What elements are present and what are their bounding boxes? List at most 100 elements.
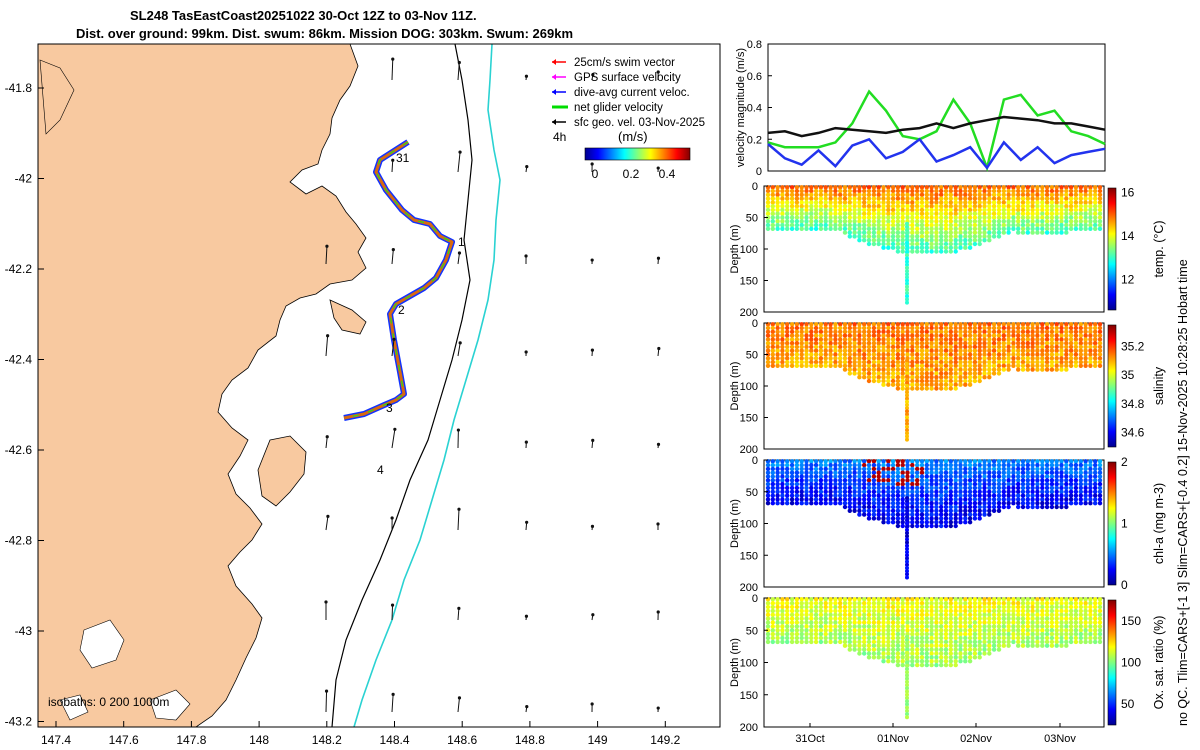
- geo-velocity-arrowhead: [656, 442, 661, 446]
- legend-entry: dive-avg current veloc.: [574, 87, 690, 99]
- geo-velocity-arrowhead: [591, 613, 595, 617]
- geo-velocity-arrowhead: [457, 251, 462, 255]
- day-label: 3: [386, 401, 393, 415]
- map-y-tick-label: -41.8: [5, 81, 33, 95]
- geo-velocity-arrow: [391, 160, 394, 173]
- geo-velocity-arrowhead: [458, 341, 462, 345]
- speed-colorbar-gradient: [584, 147, 691, 161]
- legend-entry: 25cm/s swim vector: [574, 57, 675, 69]
- geo-velocity-arrow: [391, 429, 396, 449]
- geostrophic-vectors: [324, 57, 661, 713]
- legend-arrowhead: [552, 89, 556, 95]
- day-label: 31: [396, 151, 410, 165]
- legend-entry: GPS surface velocity: [574, 72, 681, 84]
- geo-velocity-arrow: [457, 252, 460, 265]
- geo-velocity-arrow: [391, 249, 394, 265]
- map-ticks: 147.4 147.6 147.8 148 148.2 148.4 148.6 148.8 14…: [5, 81, 681, 747]
- map-axes: [37, 43, 721, 728]
- map-y-tick-label: -42: [15, 172, 33, 186]
- map-x-tick-label: 147.8: [176, 733, 206, 747]
- speed-colorbar-tick: 0.2: [623, 167, 640, 181]
- isobath-label: isobaths: 0 200 1000m: [48, 695, 169, 709]
- map-y-tick-label: -42.8: [5, 534, 33, 548]
- interval-label: 4h: [553, 130, 566, 144]
- geo-velocity-arrowhead: [457, 60, 461, 65]
- geo-velocity-arrowhead: [391, 692, 395, 696]
- geo-velocity-arrow: [457, 152, 461, 173]
- map-y-tick-label: -42.2: [5, 262, 33, 276]
- geo-velocity-arrowhead: [326, 514, 330, 519]
- map-legend: 25cm/s swim vector GPS surface velocity di…: [552, 57, 705, 129]
- map-x-tick-label: 148.4: [379, 733, 409, 747]
- colorbar-unit: (m/s): [618, 129, 648, 144]
- geo-velocity-arrowhead: [656, 522, 660, 526]
- geo-velocity-arrowhead: [391, 248, 395, 252]
- geo-velocity-arrowhead: [324, 689, 329, 693]
- geo-velocity-arrow: [325, 436, 328, 449]
- geo-velocity-arrow: [457, 342, 461, 357]
- figure-title-line2: Dist. over ground: 99km. Dist. swum: 86k…: [76, 26, 574, 41]
- legend-arrowhead: [552, 119, 556, 125]
- geo-velocity-arrowhead: [656, 256, 661, 260]
- map-y-tick-label: -43: [15, 624, 33, 638]
- map-x-tick-label: 149.2: [650, 733, 680, 747]
- isobath-200: [331, 43, 473, 728]
- day-label: 4: [377, 463, 384, 477]
- speed-colorbar: 0 0.2 0.4: [584, 147, 691, 181]
- geo-velocity-arrowhead: [391, 57, 395, 61]
- geo-velocity-arrow: [391, 605, 394, 621]
- geo-velocity-arrowhead: [590, 162, 594, 166]
- geo-velocity-arrow: [325, 516, 329, 531]
- geo-velocity-arrow: [457, 697, 460, 713]
- geo-velocity-arrowhead: [325, 435, 329, 439]
- legend-entry: net glider velocity: [574, 102, 663, 114]
- geo-velocity-arrowhead: [591, 438, 595, 442]
- glider-track: [343, 139, 455, 421]
- geo-velocity-arrowhead: [324, 600, 328, 604]
- geo-velocity-arrowhead: [590, 348, 595, 352]
- geo-velocity-arrow: [391, 59, 394, 81]
- legend-entry: sfc geo. vel. 03-Nov-2025: [574, 117, 705, 129]
- land-mass: [37, 43, 720, 728]
- geo-velocity-arrowhead: [524, 614, 529, 618]
- geo-velocity-arrowhead: [325, 244, 329, 248]
- map-x-tick-label: 148.2: [312, 733, 342, 747]
- map-y-tick-label: -43.2: [5, 715, 33, 729]
- legend-arrowhead: [552, 59, 556, 65]
- geo-velocity-arrowhead: [525, 520, 529, 524]
- geo-velocity-arrow: [457, 608, 460, 621]
- map-x-tick-label: 147.4: [41, 733, 71, 747]
- geo-velocity-arrowhead: [391, 158, 395, 162]
- geo-velocity-arrowhead: [392, 337, 396, 341]
- map-x-tick-label: 148.8: [515, 733, 545, 747]
- geo-velocity-arrow: [457, 509, 460, 531]
- geo-velocity-arrowhead: [656, 610, 660, 614]
- geo-velocity-arrowhead: [591, 73, 595, 77]
- geo-velocity-arrowhead: [657, 346, 661, 351]
- figure-title-line1: SL248 TasEastCoast20251022 30-Oct 12Z to…: [130, 8, 477, 23]
- speed-colorbar-tick: 0: [592, 167, 599, 181]
- geo-velocity-arrowhead: [524, 254, 528, 258]
- geo-velocity-arrowhead: [457, 507, 461, 511]
- day-labels: 31 1 2 3 4: [377, 151, 465, 477]
- geo-velocity-arrowhead: [590, 702, 594, 706]
- geo-velocity-arrowhead: [456, 428, 460, 432]
- geo-velocity-arrowhead: [326, 334, 330, 338]
- geo-velocity-arrowhead: [458, 150, 462, 154]
- geo-velocity-arrow: [457, 62, 460, 81]
- day-label: 1: [458, 235, 465, 249]
- map-x-tick-label: 147.6: [109, 733, 139, 747]
- geo-velocity-arrowhead: [590, 258, 594, 262]
- geo-velocity-arrowhead: [590, 524, 595, 528]
- map-x-tick-label: 148: [249, 733, 269, 747]
- map-y-tick-label: -42.4: [5, 353, 33, 367]
- geo-velocity-arrowhead: [457, 696, 462, 700]
- map-x-tick-label: 148.6: [447, 733, 477, 747]
- geo-velocity-arrowhead: [656, 706, 660, 710]
- geo-velocity-arrowhead: [393, 427, 397, 431]
- geo-velocity-arrowhead: [524, 440, 528, 444]
- geo-velocity-arrowhead: [390, 516, 394, 520]
- geo-velocity-arrow: [325, 691, 328, 713]
- speed-colorbar-tick: 0.4: [659, 167, 676, 181]
